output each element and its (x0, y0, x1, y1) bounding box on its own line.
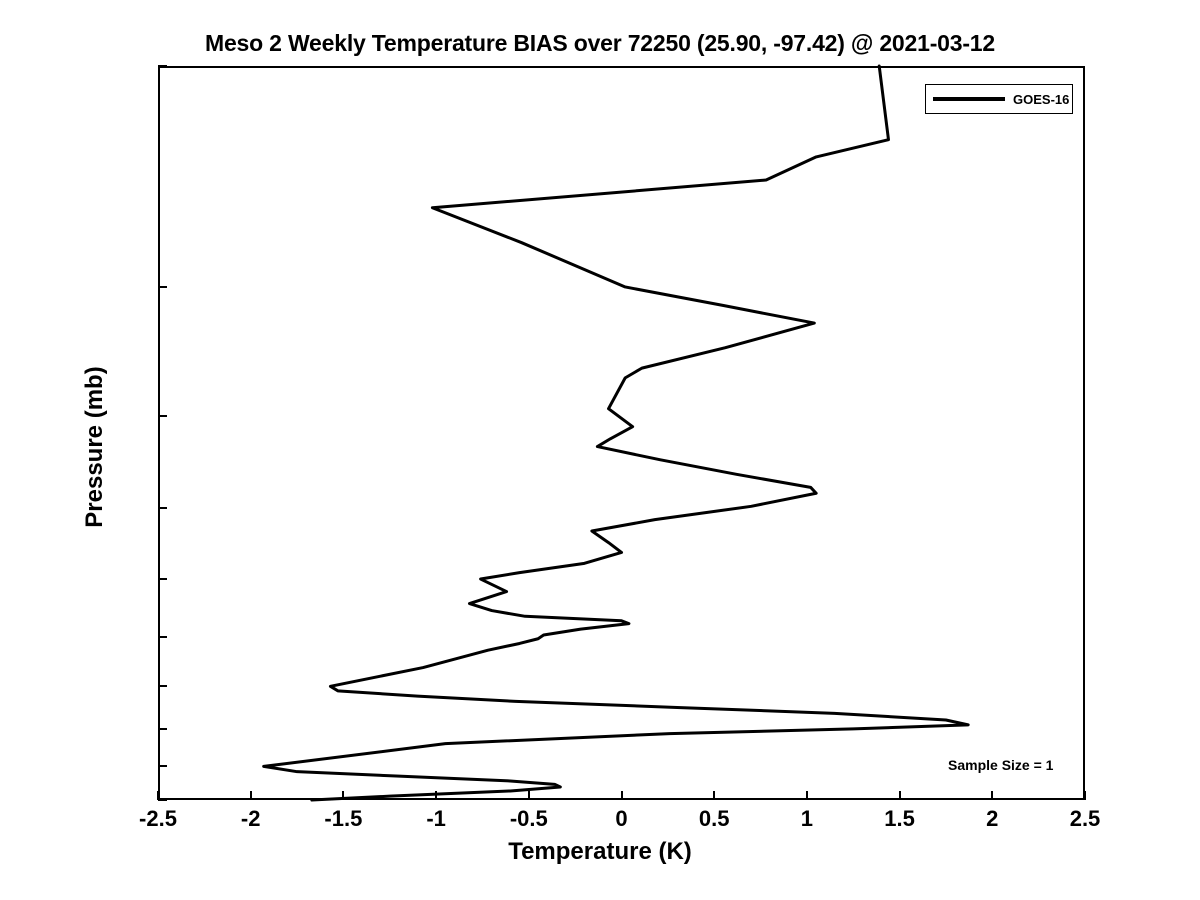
x-tick-mark (1084, 791, 1086, 800)
x-tick-mark (249, 791, 252, 800)
series-line-goes-16 (262, 64, 970, 802)
plot-area (158, 64, 1085, 802)
y-tick-mark (158, 636, 167, 639)
legend-label-goes-16: GOES-16 (1013, 91, 1070, 107)
sample-size-annotation: Sample Size = 1 (948, 757, 1054, 773)
x-tick-label: 0.5 (698, 806, 730, 831)
legend: GOES-16 (925, 84, 1073, 114)
y-tick-mark (158, 415, 167, 418)
x-tick-label: 1 (800, 806, 814, 831)
x-tick-label: 1.5 (884, 806, 915, 831)
x-tick-mark (898, 791, 901, 800)
y-axis-label: Pressure (mb) (81, 366, 108, 528)
y-tick-mark (158, 285, 167, 288)
x-tick-label: -2 (240, 806, 261, 831)
page-title: Meso 2 Weekly Temperature BIAS over 7225… (204, 30, 995, 56)
x-tick-label: -0.5 (509, 806, 548, 831)
data-line-chart (262, 64, 970, 802)
x-tick-mark (713, 791, 716, 800)
x-tick-label: -2.5 (139, 806, 177, 831)
x-tick-mark (991, 791, 994, 800)
x-axis-label: Temperature (K) (508, 838, 692, 865)
y-tick-mark (158, 765, 167, 768)
x-tick-mark (342, 791, 345, 800)
x-tick-label: 2.5 (1069, 806, 1101, 831)
x-tick-label: 0 (615, 806, 628, 831)
x-tick-label: 2 (986, 806, 999, 831)
y-tick-mark (158, 799, 167, 801)
y-tick-mark (158, 685, 167, 688)
x-tick-mark (527, 791, 530, 800)
x-tick-mark (435, 791, 438, 800)
legend-swatch-goes-16 (933, 97, 1005, 101)
x-tick-mark (157, 791, 159, 800)
y-tick-mark (158, 727, 167, 730)
y-tick-mark (158, 506, 167, 509)
x-tick-mark (805, 791, 808, 800)
y-tick-mark (158, 65, 167, 67)
y-tick-mark (158, 578, 167, 581)
x-tick-mark (620, 791, 623, 800)
x-tick-label: -1 (426, 806, 446, 831)
x-tick-label: -1.5 (324, 806, 363, 831)
